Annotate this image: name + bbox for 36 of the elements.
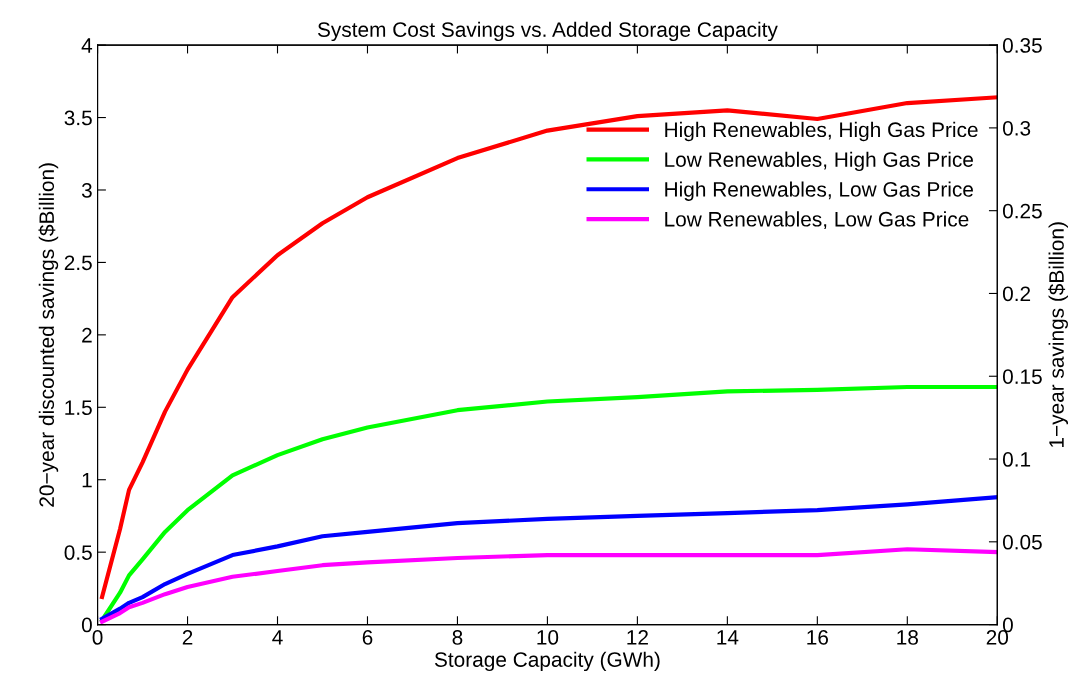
y2-tick-label: 0.3 — [1002, 120, 1031, 136]
x-tick-label: 2 — [182, 630, 193, 645]
y2-tick-label: 0.25 — [1002, 203, 1042, 219]
x-tick-label: 8 — [452, 630, 463, 645]
y-tick-label: 3.5 — [64, 110, 92, 126]
y-tick-label: 0 — [81, 617, 92, 633]
y2-tick-label: 0.15 — [1002, 369, 1042, 384]
y2-tick-label: 0.1 — [1002, 452, 1031, 467]
y-tick-label: 1 — [82, 472, 92, 488]
y-tick-label: 2.5 — [64, 255, 92, 271]
y2-axis-title: 1−year savings ($Billion) — [1048, 222, 1068, 448]
legend-label: High Renewables, Low Gas Price — [665, 181, 973, 201]
legend-label: Low Renewables, High Gas Price — [665, 151, 973, 172]
legend-label: Low Renewables, Low Gas Price — [665, 211, 969, 230]
x-axis-title: Storage Capacity (GWh) — [434, 651, 660, 672]
line-series — [99, 95, 998, 600]
legend-label: High Renewables, High Gas Price — [665, 121, 978, 142]
y-tick-label: 3 — [81, 182, 92, 198]
x-tick-label: 18 — [897, 630, 918, 645]
y2-tick-label: 0.05 — [1002, 534, 1042, 550]
y2-tick-label: 0.2 — [1002, 286, 1031, 302]
chart-title: System Cost Savings vs. Added Storage Capacity — [317, 21, 778, 42]
x-tick-label: 4 — [272, 630, 283, 645]
y-tick-label: 4 — [81, 38, 93, 53]
y-tick-label: 0.5 — [64, 545, 92, 560]
x-tick-label: 12 — [627, 630, 648, 645]
x-tick-label: 6 — [362, 630, 373, 645]
line-series — [99, 495, 998, 621]
x-tick-label: 14 — [717, 630, 739, 645]
y-tick-label: 1.5 — [65, 400, 92, 416]
x-tick-label: 16 — [807, 630, 829, 645]
x-tick-label: 10 — [537, 630, 559, 645]
y2-tick-label: 0.35 — [1002, 38, 1042, 53]
y-tick-label: 2 — [82, 327, 92, 343]
y-axis-title: 20−year discounted savings ($Billion) — [38, 163, 59, 507]
x-tick-label: 0 — [92, 630, 103, 645]
